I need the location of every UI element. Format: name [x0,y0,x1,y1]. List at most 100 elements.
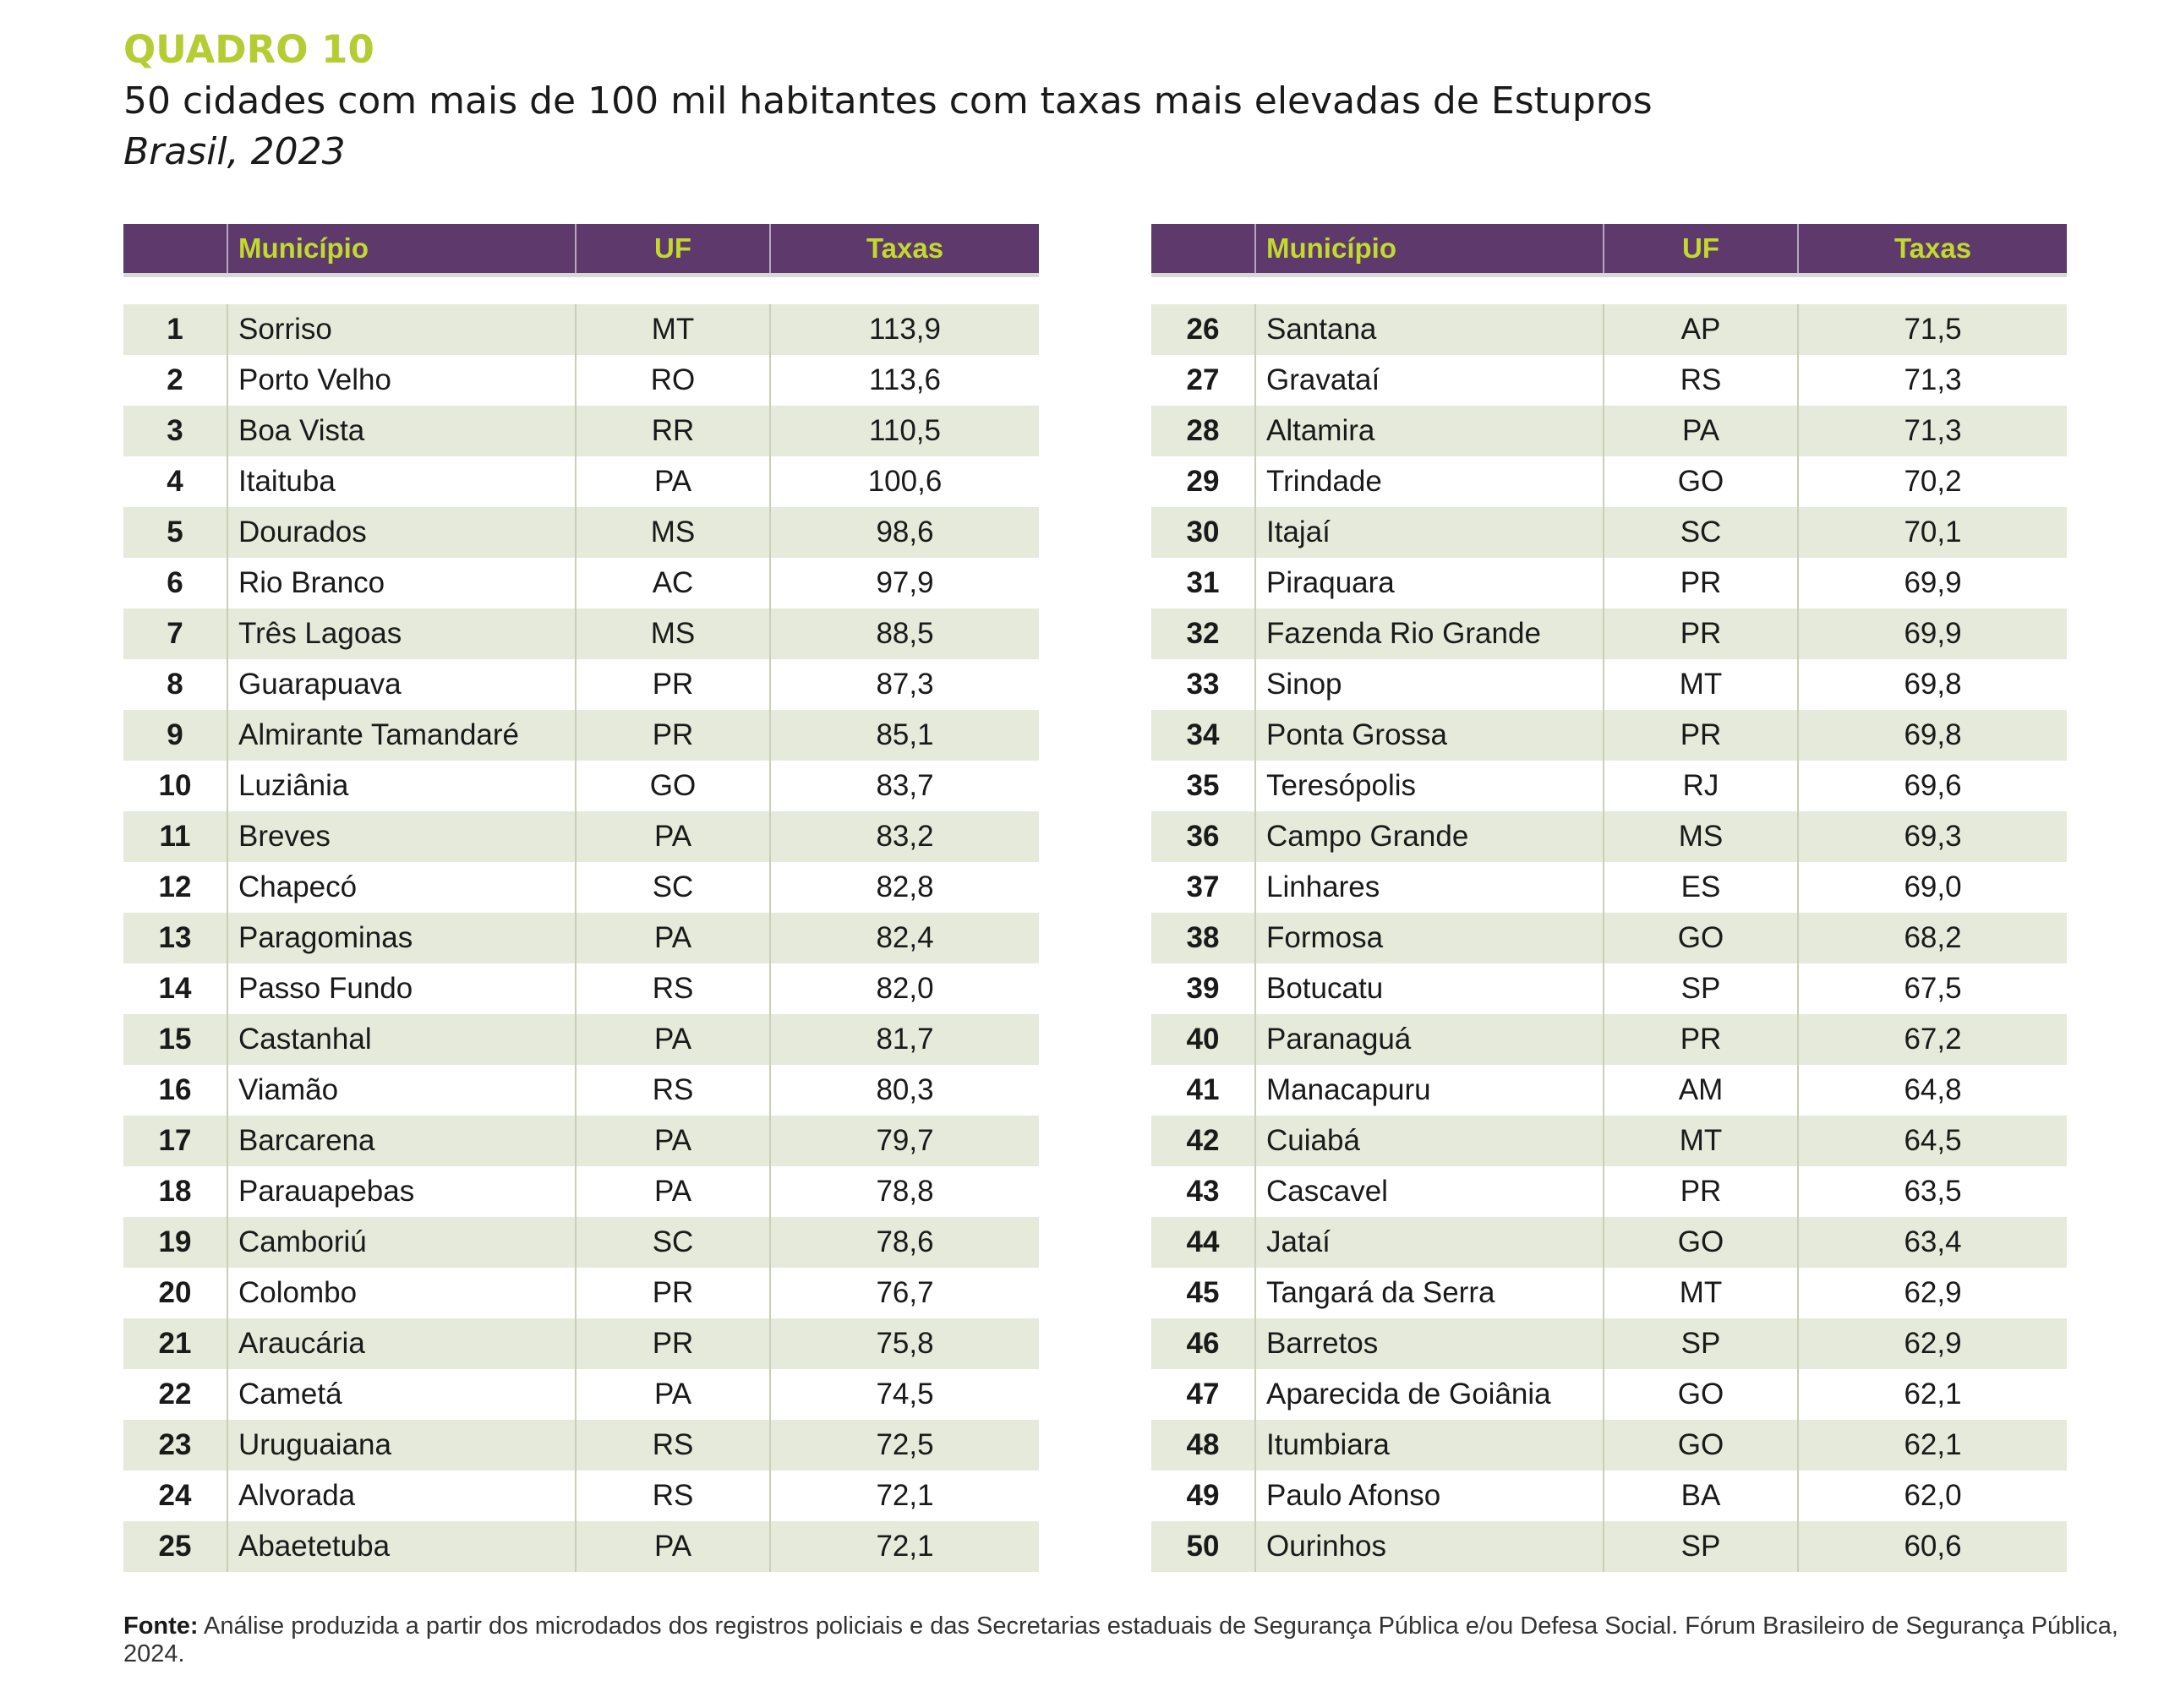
table-row: 35 Teresópolis RJ 69,6 [1151,761,2067,811]
table-row: 33 Sinop MT 69,8 [1151,659,2067,710]
row-taxa: 67,5 [1904,972,1962,1005]
row-taxa: 69,9 [1904,617,1962,650]
row-rank: 18 [123,1166,228,1217]
table-row: 7 Três Lagoas MS 88,5 [123,608,1039,659]
table-right: Município UF Taxas 26 Santana AP 71,5 27 Grav… [1151,224,2067,1572]
table-spacer [1151,277,2067,304]
row-municipio: Cascavel [1256,1166,1604,1217]
row-municipio: Boa Vista [228,406,577,456]
table-header: Município UF Taxas [1151,224,2067,277]
row-municipio: Trindade [1256,456,1604,507]
row-taxa: 69,8 [1904,718,1962,751]
table-row: 26 Santana AP 71,5 [1151,304,2067,355]
table-row: 38 Formosa GO 68,2 [1151,913,2067,963]
row-uf: SC [577,1217,771,1268]
row-taxa: 100,6 [867,465,943,498]
row-uf: RS [577,1420,771,1471]
row-uf: PA [577,1116,771,1166]
table-left: Município UF Taxas 1 Sorriso MT 113,9 2 Porto… [123,224,1039,1572]
row-uf: RS [577,1471,771,1521]
table-row: 14 Passo Fundo RS 82,0 [123,963,1039,1014]
row-municipio: Uruguaiana [228,1420,577,1471]
row-taxa: 80,3 [876,1073,934,1106]
row-rank: 14 [123,963,228,1014]
row-municipio: Sinop [1256,659,1604,710]
row-municipio: Sorriso [228,304,577,355]
row-taxa: 63,4 [1904,1225,1962,1258]
row-rank: 12 [123,862,228,913]
table-row: 39 Botucatu SP 67,5 [1151,963,2067,1014]
table-row: 3 Boa Vista RR 110,5 [123,406,1039,456]
row-taxa: 113,6 [869,363,941,396]
row-municipio: Alvorada [228,1471,577,1521]
row-uf: PA [577,1369,771,1420]
row-taxa: 72,1 [876,1479,934,1512]
row-uf: PR [1604,710,1799,761]
table-row: 22 Cametá PA 74,5 [123,1369,1039,1420]
row-rank: 7 [123,608,228,659]
table-row: 40 Paranaguá PR 67,2 [1151,1014,2067,1065]
table-row: 23 Uruguaiana RS 72,5 [123,1420,1039,1471]
row-taxa: 70,2 [1904,465,1962,498]
table-header: Município UF Taxas [123,224,1039,277]
table-row: 50 Ourinhos SP 60,6 [1151,1521,2067,1572]
row-rank: 30 [1151,507,1256,558]
row-taxa: 71,3 [1904,363,1962,396]
row-rank: 26 [1151,304,1256,355]
table-row: 1 Sorriso MT 113,9 [123,304,1039,355]
row-rank: 13 [123,913,228,963]
table-row: 17 Barcarena PA 79,7 [123,1116,1039,1166]
row-municipio: Formosa [1256,913,1604,963]
row-uf: PR [577,710,771,761]
row-rank: 6 [123,558,228,608]
table-row: 32 Fazenda Rio Grande PR 69,9 [1151,608,2067,659]
row-taxa: 69,9 [1904,566,1962,599]
row-uf: PR [1604,1014,1799,1065]
row-taxa: 82,8 [876,870,934,903]
row-municipio: Castanhal [228,1014,577,1065]
row-rank: 29 [1151,456,1256,507]
row-municipio: Altamira [1256,406,1604,456]
row-rank: 37 [1151,862,1256,913]
row-taxa: 69,3 [1904,820,1962,853]
row-uf: PA [577,913,771,963]
row-uf: MT [1604,1268,1799,1318]
table-row: 11 Breves PA 83,2 [123,811,1039,862]
row-rank: 32 [1151,608,1256,659]
row-municipio: Parauapebas [228,1166,577,1217]
row-rank: 28 [1151,406,1256,456]
table-row: 37 Linhares ES 69,0 [1151,862,2067,913]
table-row: 47 Aparecida de Goiânia GO 62,1 [1151,1369,2067,1420]
row-municipio: Almirante Tamandaré [228,710,577,761]
row-municipio: Cuiabá [1256,1116,1604,1166]
row-taxa: 70,1 [1904,516,1962,548]
row-taxa: 76,7 [876,1276,934,1309]
row-uf: MT [1604,659,1799,710]
row-uf: PA [577,456,771,507]
table-row: 48 Itumbiara GO 62,1 [1151,1420,2067,1471]
col-header-num [123,224,228,273]
table-row: 5 Dourados MS 98,6 [123,507,1039,558]
row-municipio: Paulo Afonso [1256,1471,1604,1521]
row-municipio: Chapecó [228,862,577,913]
row-taxa: 79,7 [876,1124,934,1157]
row-rank: 3 [123,406,228,456]
row-municipio: Viamão [228,1065,577,1116]
row-rank: 24 [123,1471,228,1521]
row-taxa: 62,9 [1904,1327,1962,1360]
row-rank: 46 [1151,1318,1256,1369]
row-uf: SC [1604,507,1799,558]
row-taxa: 67,2 [1904,1023,1962,1056]
row-rank: 47 [1151,1369,1256,1420]
row-rank: 42 [1151,1116,1256,1166]
row-taxa: 72,1 [876,1530,934,1563]
col-header-taxas: Taxas [866,232,944,264]
table-row: 41 Manacapuru AM 64,8 [1151,1065,2067,1116]
row-rank: 9 [123,710,228,761]
table-body: 26 Santana AP 71,5 27 Gravataí RS 71,3 28 Altamir… [1151,304,2067,1572]
row-rank: 1 [123,304,228,355]
page-subtitle: Brasil, 2023 [123,130,346,173]
row-municipio: Barcarena [228,1116,577,1166]
row-rank: 5 [123,507,228,558]
source-label: Fonte: [123,1613,199,1640]
